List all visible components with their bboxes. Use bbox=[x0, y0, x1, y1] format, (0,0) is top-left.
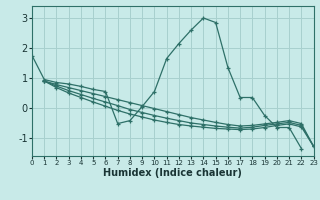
X-axis label: Humidex (Indice chaleur): Humidex (Indice chaleur) bbox=[103, 168, 242, 178]
